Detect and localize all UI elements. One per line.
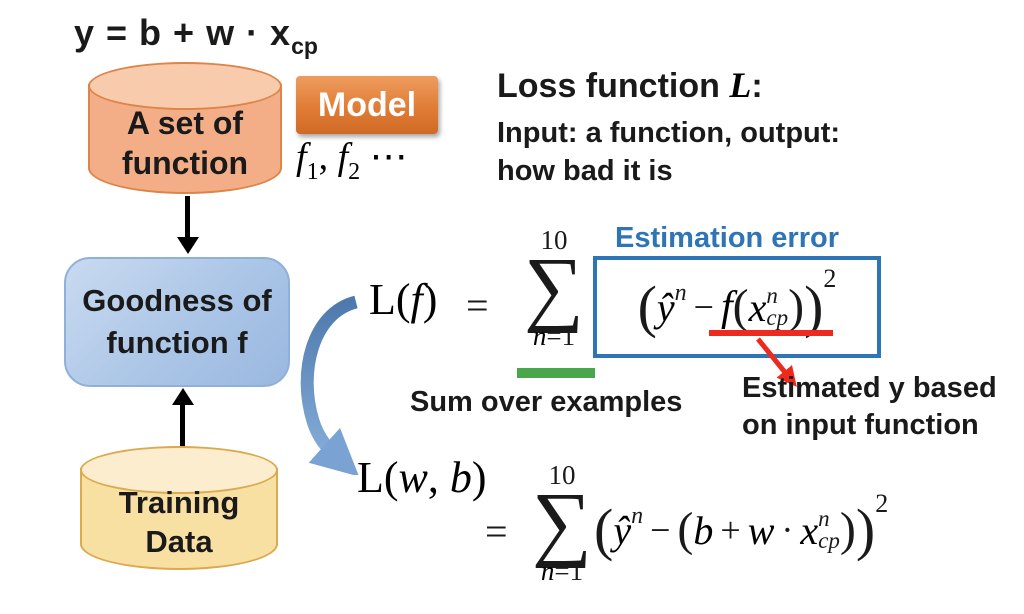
sum-upper-limit: 10 <box>540 225 568 255</box>
sum-over-examples-label: Sum over examples <box>410 386 683 418</box>
model-formula-main: y = b + w · x <box>74 12 292 53</box>
estimated-y-label-line1: Estimated y based <box>742 372 997 404</box>
loss-eq1-expression: (ŷ n − f(x n cp)) 2 <box>637 264 837 339</box>
loss-eq1-equals: = <box>466 283 489 328</box>
loss-eq2-expression: (ŷ n −(b + w · x n cp)) 2 <box>594 489 889 562</box>
loss-eq1-summation: 10 ∑ n=1 <box>524 225 584 351</box>
loss-eq2-lhs: L(w, b) <box>357 453 487 502</box>
loss-subtitle-line1: Input: a function, output: <box>497 117 841 149</box>
flow-arrow-up-line <box>180 404 185 450</box>
estimation-error-box: (ŷ n − f(x n cp)) 2 <box>593 256 881 358</box>
model-formula: y = b + w · xcp <box>74 12 318 59</box>
green-underline <box>517 368 595 378</box>
loss-eq2-summation: 10 ∑ n=1 <box>532 460 592 586</box>
loss-eq1-lhs: L(f) <box>369 275 438 324</box>
training-data-cylinder: Training Data <box>80 446 278 570</box>
estimated-y-label-line2: on input function <box>742 409 979 441</box>
goodness-box: Goodness of function f <box>64 257 290 387</box>
model-badge-label: Model <box>317 85 417 124</box>
sigma-symbol: ∑ <box>524 241 584 334</box>
sigma-symbol: ∑ <box>532 476 592 569</box>
cylinder-top-ellipse <box>80 446 278 494</box>
flow-arrow-down-line <box>185 196 190 238</box>
set-of-function-cylinder: A set of function <box>88 62 282 194</box>
loss-symbol: L <box>729 65 752 105</box>
model-badge: Model <box>296 76 438 134</box>
function-enumeration: f1, f2 ⋯ <box>296 136 408 185</box>
red-arrow-icon <box>756 337 797 387</box>
set-of-function-label: A set of function <box>121 105 249 181</box>
cylinder-top-ellipse <box>88 62 282 110</box>
flow-arrow-down-icon <box>177 237 199 254</box>
estimation-error-label: Estimation error <box>615 222 839 254</box>
flow-arrow-up-icon <box>172 388 194 405</box>
sum-upper-limit: 10 <box>548 460 576 490</box>
loss-subtitle-line2: how bad it is <box>497 155 673 187</box>
red-underline <box>709 330 833 336</box>
loss-eq2-equals: = <box>485 509 508 554</box>
model-formula-subscript: cp <box>291 33 318 59</box>
training-data-label: Training Data <box>118 485 240 559</box>
loss-heading: Loss function L: <box>497 65 763 105</box>
curved-arrow-icon <box>300 295 360 475</box>
